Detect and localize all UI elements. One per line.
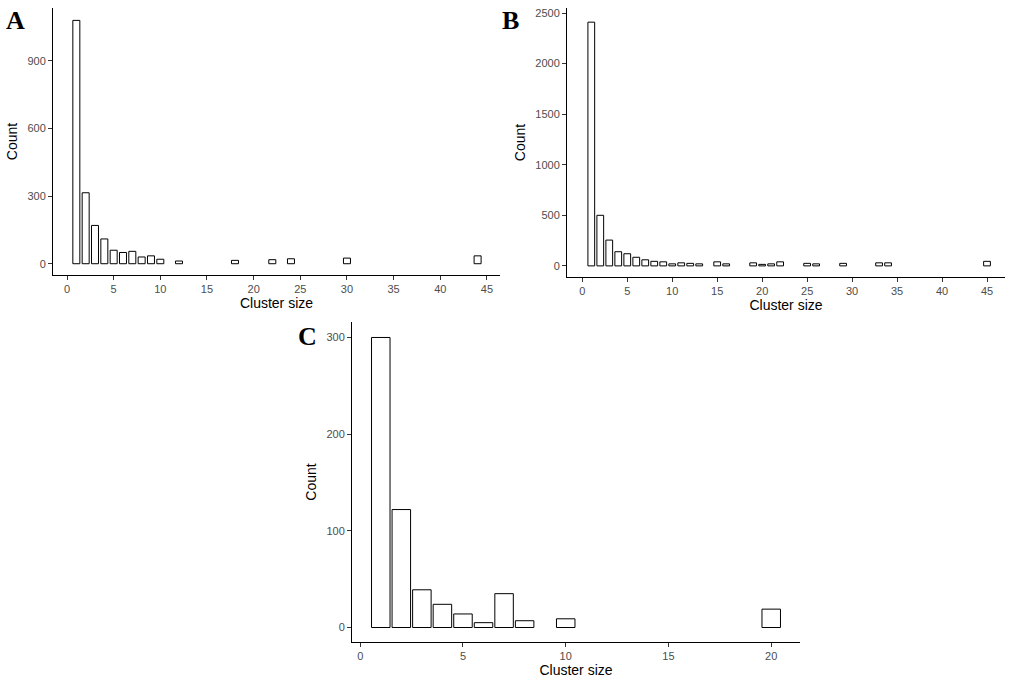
- svg-text:30: 30: [341, 283, 353, 295]
- svg-text:2000: 2000: [535, 57, 559, 69]
- svg-text:35: 35: [891, 285, 903, 297]
- svg-text:20: 20: [248, 283, 260, 295]
- svg-text:5: 5: [624, 285, 630, 297]
- svg-text:Count: Count: [4, 123, 20, 160]
- svg-text:35: 35: [387, 283, 399, 295]
- svg-text:25: 25: [801, 285, 813, 297]
- svg-text:0: 0: [554, 260, 560, 272]
- svg-text:1000: 1000: [535, 159, 559, 171]
- svg-text:0: 0: [579, 285, 585, 297]
- svg-text:100: 100: [326, 525, 344, 537]
- svg-text:Cluster size: Cluster size: [240, 295, 313, 311]
- svg-text:1500: 1500: [535, 108, 559, 120]
- svg-text:C: C: [298, 322, 317, 351]
- svg-text:15: 15: [201, 283, 213, 295]
- svg-text:900: 900: [27, 55, 45, 67]
- svg-text:15: 15: [711, 285, 723, 297]
- svg-text:0: 0: [339, 621, 345, 633]
- svg-text:500: 500: [541, 209, 559, 221]
- svg-text:B: B: [502, 6, 519, 35]
- svg-text:45: 45: [981, 285, 993, 297]
- svg-text:0: 0: [40, 258, 46, 270]
- svg-text:200: 200: [326, 428, 344, 440]
- svg-text:300: 300: [27, 190, 45, 202]
- svg-text:Cluster size: Cluster size: [749, 297, 822, 313]
- svg-text:15: 15: [662, 650, 674, 662]
- svg-text:5: 5: [460, 650, 466, 662]
- svg-text:Count: Count: [303, 463, 319, 500]
- svg-text:45: 45: [481, 283, 493, 295]
- svg-text:A: A: [6, 6, 25, 35]
- svg-text:10: 10: [666, 285, 678, 297]
- svg-text:20: 20: [756, 285, 768, 297]
- svg-text:10: 10: [154, 283, 166, 295]
- svg-text:10: 10: [560, 650, 572, 662]
- svg-text:600: 600: [27, 122, 45, 134]
- svg-text:300: 300: [326, 331, 344, 343]
- svg-text:5: 5: [111, 283, 117, 295]
- svg-text:30: 30: [846, 285, 858, 297]
- svg-text:0: 0: [64, 283, 70, 295]
- svg-text:40: 40: [434, 283, 446, 295]
- svg-text:40: 40: [936, 285, 948, 297]
- svg-text:Cluster size: Cluster size: [539, 662, 612, 678]
- svg-text:Count: Count: [512, 124, 528, 161]
- svg-text:0: 0: [357, 650, 363, 662]
- svg-text:20: 20: [765, 650, 777, 662]
- svg-text:2500: 2500: [535, 7, 559, 19]
- svg-text:25: 25: [294, 283, 306, 295]
